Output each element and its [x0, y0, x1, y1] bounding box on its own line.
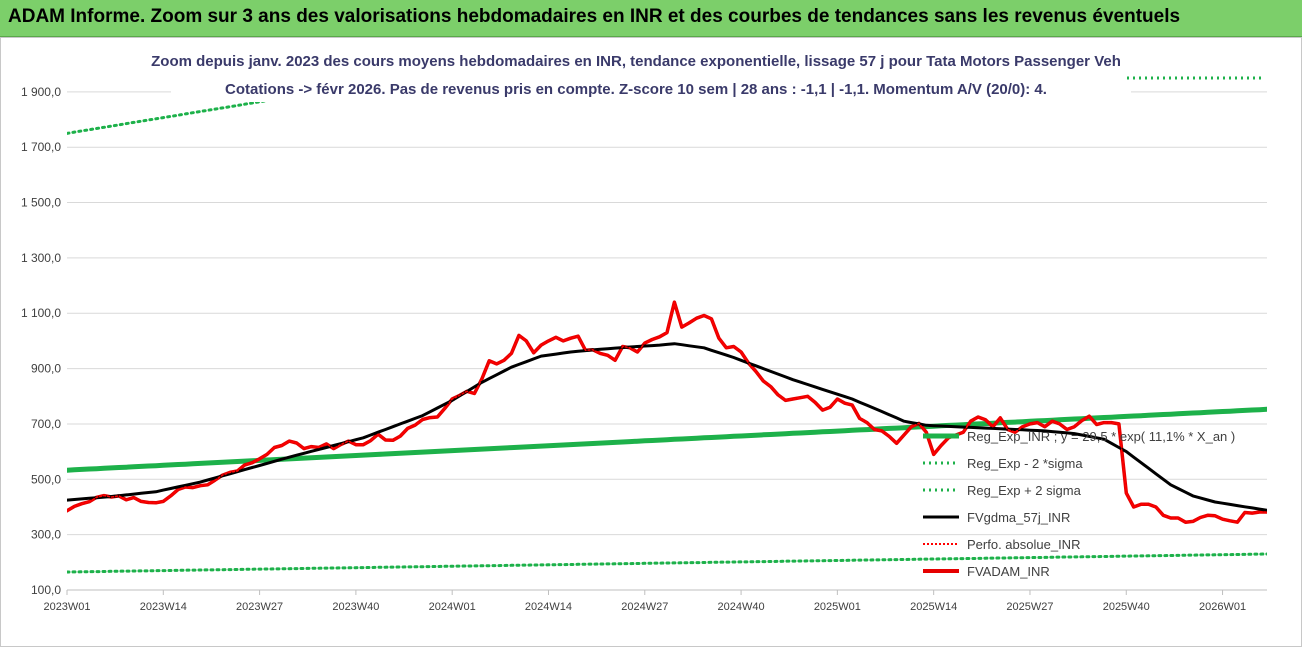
x-tick-label: 2024W01	[429, 601, 476, 613]
x-tick-label: 2025W40	[1103, 601, 1150, 613]
legend-label: Perfo. absolue_INR	[967, 537, 1080, 552]
title-layer: Zoom depuis janv. 2023 des cours moyens …	[151, 48, 1131, 102]
y-tick-label: 1 700,0	[21, 140, 61, 154]
grid-layer	[67, 91, 1267, 591]
chart-title-line2: Cotations -> févr 2026. Pas de revenus p…	[225, 81, 1047, 98]
y-tick-label: 1 300,0	[21, 251, 61, 265]
series-reg-exp-minus-2sigma	[67, 552, 1267, 574]
y-tick-label: 300,0	[31, 528, 61, 542]
x-tick-label: 2024W40	[718, 601, 765, 613]
x-tick-label: 2023W01	[43, 601, 90, 613]
series-reg-exp-inr	[67, 406, 1267, 473]
x-tick-label: 2023W27	[236, 601, 283, 613]
legend-label: Reg_Exp - 2 *sigma	[967, 456, 1083, 471]
chart-svg: 100,0 300,0 500,0 700,0 900,0 1 100,0 1 300,0 1…	[21, 48, 1267, 613]
series-layer	[67, 78, 1267, 574]
legend-label: Reg_Exp_INR ; y = 29,5 * exp( 11,1% * X_…	[967, 429, 1235, 444]
x-tick-label: 2025W01	[814, 601, 861, 613]
y-tick-label: 500,0	[31, 472, 61, 486]
y-tick-label: 900,0	[31, 362, 61, 376]
legend-label: Reg_Exp + 2 sigma	[967, 483, 1082, 498]
legend: Reg_Exp_INR ; y = 29,5 * exp( 11,1% * X_…	[923, 429, 1235, 579]
header-banner: ADAM Informe. Zoom sur 3 ans des valoris…	[0, 0, 1302, 37]
axis-layer: 100,0 300,0 500,0 700,0 900,0 1 100,0 1 300,0 1…	[21, 85, 1267, 613]
x-tick-label: 2026W01	[1199, 601, 1246, 613]
legend-label: FVgdma_57j_INR	[967, 510, 1070, 525]
x-tick-label: 2025W14	[910, 601, 957, 613]
x-tick-label: 2023W14	[140, 601, 187, 613]
y-tick-label: 100,0	[31, 583, 61, 597]
series-fvgdma-57j-inr	[67, 342, 1267, 512]
x-tick-label: 2024W14	[525, 601, 572, 613]
y-tick-label: 1 900,0	[21, 85, 61, 99]
banner-title: ADAM Informe. Zoom sur 3 ans des valoris…	[8, 6, 1181, 27]
x-tick-label: 2025W27	[1006, 601, 1053, 613]
legend-label: FVADAM_INR	[967, 564, 1050, 579]
chart-title-line1: Zoom depuis janv. 2023 des cours moyens …	[151, 53, 1121, 70]
y-tick-label: 1 500,0	[21, 196, 61, 210]
title-background	[171, 48, 1131, 102]
x-tick-label: 2023W40	[332, 601, 379, 613]
y-tick-label: 700,0	[31, 417, 61, 431]
y-tick-label: 1 100,0	[21, 306, 61, 320]
series-perfo-absolue-inr	[67, 301, 1267, 523]
x-tick-label: 2024W27	[621, 601, 668, 613]
chart-frame: 100,0 300,0 500,0 700,0 900,0 1 100,0 1 300,0 1…	[0, 37, 1302, 647]
series-fvadam-inr	[67, 300, 1267, 524]
